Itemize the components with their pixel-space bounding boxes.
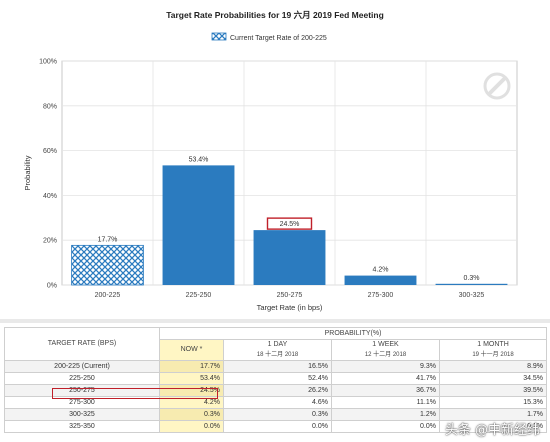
column-header-label: 1 MONTH (477, 341, 509, 348)
bar-200-225 (71, 244, 144, 286)
probability-cell: 34.5% (438, 372, 548, 385)
bar-225-250 (162, 165, 235, 285)
column-header-label: 1 WEEK (372, 341, 399, 348)
chart-title: Target Rate Probabilities for 19 六月 2019… (166, 10, 384, 20)
column-header-1-day: 1 DAY 18 十二月 2018 (223, 339, 332, 361)
x-tick-label: 300-325 (459, 292, 485, 299)
probability-cell: 15.3% (438, 396, 548, 409)
probability-cell: 4.6% (223, 396, 332, 409)
column-header-label: NOW * (180, 346, 203, 353)
y-tick-label: 0% (47, 283, 57, 290)
value-label-250-275: 24.5% (280, 221, 300, 228)
probability-cell: 39.5% (438, 384, 548, 397)
rate-cell: 250-275 (4, 384, 160, 397)
highlight-box (266, 217, 313, 230)
section-divider (0, 319, 550, 323)
probability-cell: 41.7% (331, 372, 440, 385)
column-header-date: 19 十一月 2018 (472, 352, 514, 358)
fed-probability-chart: Target Rate Probabilities for 19 六月 2019… (23, 10, 518, 312)
probability-cell: 36.7% (331, 384, 440, 397)
x-tick-label: 225-250 (186, 292, 212, 299)
watermark-logo (483, 72, 511, 100)
rate-cell: 325-350 (4, 420, 160, 433)
y-tick-label: 80% (43, 103, 57, 110)
value-label-300-325: 0.3% (464, 275, 480, 282)
probability-cell: 17.7% (159, 360, 224, 373)
legend-swatch (211, 32, 227, 41)
probability-cell: 1.7% (438, 408, 548, 421)
watermark: 头条 @中新经纬 (444, 423, 540, 438)
table-row: 200-225 (Current) 17.7% 16.5% 9.3% 8.9% (4, 360, 548, 373)
column-header-date: 18 十二月 2018 (256, 352, 299, 358)
value-label-275-300: 4.2% (373, 267, 389, 274)
probability-cell: 4.2% (159, 396, 224, 409)
bar-250-275 (253, 230, 326, 285)
probability-cell: 11.1% (331, 396, 440, 409)
y-tick-label: 60% (43, 148, 57, 155)
value-label-200-225: 17.7% (98, 236, 118, 243)
probability-cell: 52.4% (223, 372, 332, 385)
column-header-label: 1 DAY (267, 341, 288, 348)
column-header-1-week: 1 WEEK 12 十二月 2018 (331, 339, 440, 361)
probability-table: TARGET RATE (BPS) PROBABILITY(%) NOW * 1 … (4, 327, 548, 433)
x-tick-label: 250-275 (277, 292, 303, 299)
probability-cell: 0.3% (223, 408, 332, 421)
probability-cell: 53.4% (159, 372, 224, 385)
bar-275-300 (344, 275, 417, 285)
rate-cell: 300-325 (4, 408, 160, 421)
y-tick-label: 40% (43, 193, 57, 200)
probability-cell: 24.5% (159, 384, 224, 397)
rate-cell: 275-300 (4, 396, 160, 409)
plot-area: 0% 20% 40% 60% 80% 100% 17.7% 200-225 53.4% 225-2… (23, 59, 518, 312)
table-row: 250-275 24.5% 26.2% 36.7% 39.5% (4, 384, 548, 397)
legend-label: Current Target Rate of 200-225 (230, 35, 327, 42)
y-tick-label: 20% (43, 238, 57, 245)
probability-cell: 16.5% (223, 360, 332, 373)
probability-header: PROBABILITY(%) (158, 327, 548, 340)
rate-cell: 200-225 (Current) (4, 360, 160, 373)
y-axis-label: Probability (23, 155, 32, 190)
column-header-now: NOW * (159, 339, 224, 361)
rate-cell: 225-250 (4, 372, 160, 385)
table-row: 225-250 53.4% 52.4% 41.7% 34.5% (4, 372, 548, 385)
table-row: 325-350 0.0% 0.0% 0.0% 0.1% (4, 420, 548, 433)
probability-cell: 1.2% (331, 408, 440, 421)
probability-cell: 0.1% (438, 420, 548, 433)
table-row: 275-300 4.2% 4.6% 11.1% 15.3% (4, 396, 548, 409)
column-header-1-month: 1 MONTH 19 十一月 2018 (438, 339, 548, 361)
rate-column-header: TARGET RATE (BPS) (4, 327, 160, 361)
x-axis-label: Target Rate (in bps) (257, 303, 323, 312)
x-tick-label: 275-300 (368, 292, 394, 299)
bar-300-325 (435, 283, 508, 285)
column-header-date: 12 十二月 2018 (364, 352, 407, 358)
value-label-225-250: 53.4% (189, 156, 209, 163)
probability-cell: 0.0% (331, 420, 440, 433)
probability-cell: 0.0% (159, 420, 224, 433)
y-tick-label: 100% (39, 59, 57, 66)
x-tick-label: 200-225 (95, 292, 121, 299)
probability-cell: 8.9% (438, 360, 548, 373)
probability-cell: 0.3% (159, 408, 224, 421)
probability-cell: 26.2% (223, 384, 332, 397)
probability-cell: 0.0% (223, 420, 332, 433)
probability-cell: 9.3% (331, 360, 440, 373)
